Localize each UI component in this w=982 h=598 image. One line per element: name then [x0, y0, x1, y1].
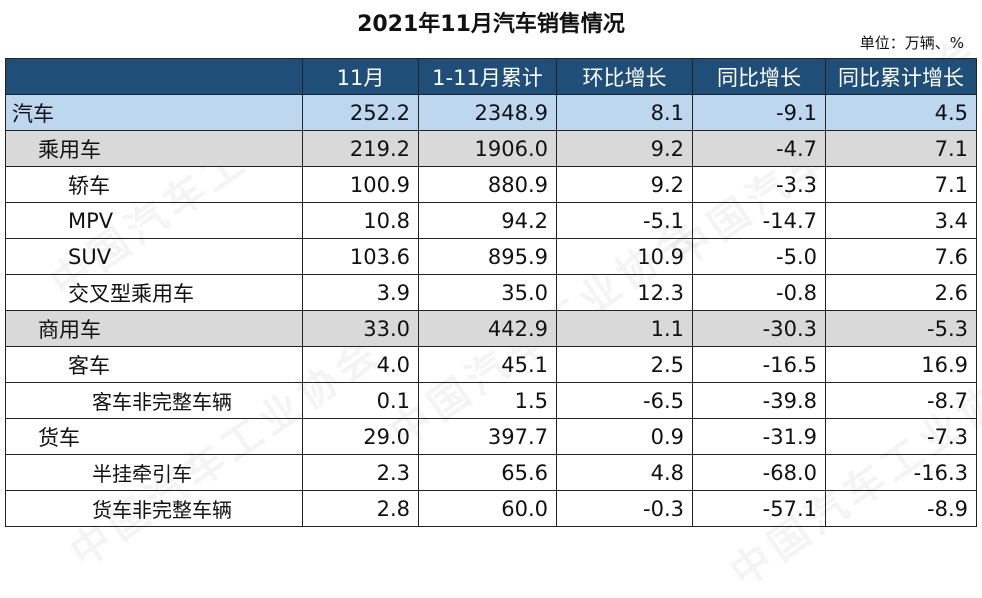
unit-label: 单位：万辆、%: [859, 34, 964, 52]
table-row: 客车 4.0 45.1 2.5 -16.5 16.9: [5, 346, 977, 383]
row-label: 客车非完整车辆: [5, 382, 303, 419]
yoy-growth-value: -9.1: [692, 94, 826, 131]
table-row: MPV 10.8 94.2 -5.1 -14.7 3.4: [5, 202, 977, 239]
yoy-growth-value: -16.5: [692, 346, 826, 383]
mom-growth-value: -6.5: [556, 382, 693, 419]
month-value: 2.8: [302, 490, 419, 527]
month-value: 100.9: [302, 166, 419, 203]
mom-growth-value: 8.1: [556, 94, 693, 131]
month-value: 2.3: [302, 454, 419, 491]
yoy-cumulative-growth-value: 7.1: [825, 166, 977, 203]
yoy-growth-value: -14.7: [692, 202, 826, 239]
mom-growth-value: -0.3: [556, 490, 693, 527]
cumulative-value: 1.5: [418, 382, 557, 419]
yoy-growth-value: -31.9: [692, 418, 826, 455]
yoy-cumulative-growth-value: 16.9: [825, 346, 977, 383]
month-value: 29.0: [302, 418, 419, 455]
cumulative-value: 65.6: [418, 454, 557, 491]
month-value: 4.0: [302, 346, 419, 383]
table-row: 货车非完整车辆 2.8 60.0 -0.3 -57.1 -8.9: [5, 490, 977, 527]
cumulative-value: 60.0: [418, 490, 557, 527]
row-label: 乘用车: [5, 130, 303, 167]
month-value: 103.6: [302, 238, 419, 275]
cumulative-value: 94.2: [418, 202, 557, 239]
sales-table: 11月 1-11月累计 环比增长 同比增长 同比累计增长 汽车 252.2 2348…: [5, 58, 977, 527]
yoy-growth-value: -5.0: [692, 238, 826, 275]
row-label: 半挂牵引车: [5, 454, 303, 491]
table-row: 半挂牵引车 2.3 65.6 4.8 -68.0 -16.3: [5, 454, 977, 491]
month-value: 0.1: [302, 382, 419, 419]
yoy-growth-value: -3.3: [692, 166, 826, 203]
table-row: 乘用车 219.2 1906.0 9.2 -4.7 7.1: [5, 130, 977, 167]
yoy-cumulative-growth-value: 7.6: [825, 238, 977, 275]
table-row: 商用车 33.0 442.9 1.1 -30.3 -5.3: [5, 310, 977, 347]
row-label: 轿车: [5, 166, 303, 203]
cumulative-value: 880.9: [418, 166, 557, 203]
yoy-growth-value: -30.3: [692, 310, 826, 347]
cumulative-value: 442.9: [418, 310, 557, 347]
column-header-yoy-growth: 同比增长: [692, 58, 826, 95]
yoy-cumulative-growth-value: 7.1: [825, 130, 977, 167]
table-row: 客车非完整车辆 0.1 1.5 -6.5 -39.8 -8.7: [5, 382, 977, 419]
row-label: 客车: [5, 346, 303, 383]
row-label: 汽车: [5, 94, 303, 131]
yoy-cumulative-growth-value: -8.7: [825, 382, 977, 419]
yoy-growth-value: -57.1: [692, 490, 826, 527]
yoy-growth-value: -4.7: [692, 130, 826, 167]
mom-growth-value: 4.8: [556, 454, 693, 491]
mom-growth-value: -5.1: [556, 202, 693, 239]
column-header-yoy-cumulative-growth: 同比累计增长: [825, 58, 977, 95]
cumulative-value: 1906.0: [418, 130, 557, 167]
table-row: 轿车 100.9 880.9 9.2 -3.3 7.1: [5, 166, 977, 203]
row-label: 交叉型乘用车: [5, 274, 303, 311]
yoy-growth-value: -68.0: [692, 454, 826, 491]
page-title: 2021年11月汽车销售情况: [357, 12, 625, 37]
table-header-row: 11月 1-11月累计 环比增长 同比增长 同比累计增长: [5, 58, 977, 95]
cumulative-value: 35.0: [418, 274, 557, 311]
yoy-growth-value: -0.8: [692, 274, 826, 311]
mom-growth-value: 10.9: [556, 238, 693, 275]
mom-growth-value: 1.1: [556, 310, 693, 347]
yoy-cumulative-growth-value: 3.4: [825, 202, 977, 239]
table-row: 交叉型乘用车 3.9 35.0 12.3 -0.8 2.6: [5, 274, 977, 311]
yoy-growth-value: -39.8: [692, 382, 826, 419]
yoy-cumulative-growth-value: -8.9: [825, 490, 977, 527]
column-header-category: [5, 58, 303, 95]
mom-growth-value: 9.2: [556, 130, 693, 167]
mom-growth-value: 9.2: [556, 166, 693, 203]
row-label: 货车非完整车辆: [5, 490, 303, 527]
mom-growth-value: 12.3: [556, 274, 693, 311]
row-label: 商用车: [5, 310, 303, 347]
mom-growth-value: 0.9: [556, 418, 693, 455]
yoy-cumulative-growth-value: -16.3: [825, 454, 977, 491]
cumulative-value: 45.1: [418, 346, 557, 383]
table-row: 货车 29.0 397.7 0.9 -31.9 -7.3: [5, 418, 977, 455]
month-value: 219.2: [302, 130, 419, 167]
row-label: SUV: [5, 238, 303, 275]
table-row: 汽车 252.2 2348.9 8.1 -9.1 4.5: [5, 94, 977, 131]
cumulative-value: 397.7: [418, 418, 557, 455]
table-row: SUV 103.6 895.9 10.9 -5.0 7.6: [5, 238, 977, 275]
month-value: 252.2: [302, 94, 419, 131]
mom-growth-value: 2.5: [556, 346, 693, 383]
month-value: 10.8: [302, 202, 419, 239]
cumulative-value: 2348.9: [418, 94, 557, 131]
table-body: 汽车 252.2 2348.9 8.1 -9.1 4.5 乘用车 219.2 1906.0 9.2…: [5, 94, 977, 527]
row-label: 货车: [5, 418, 303, 455]
yoy-cumulative-growth-value: -7.3: [825, 418, 977, 455]
column-header-cumulative: 1-11月累计: [418, 58, 557, 95]
yoy-cumulative-growth-value: -5.3: [825, 310, 977, 347]
row-label: MPV: [5, 202, 303, 239]
yoy-cumulative-growth-value: 2.6: [825, 274, 977, 311]
column-header-mom-growth: 环比增长: [556, 58, 693, 95]
month-value: 33.0: [302, 310, 419, 347]
yoy-cumulative-growth-value: 4.5: [825, 94, 977, 131]
column-header-month: 11月: [302, 58, 419, 95]
cumulative-value: 895.9: [418, 238, 557, 275]
month-value: 3.9: [302, 274, 419, 311]
